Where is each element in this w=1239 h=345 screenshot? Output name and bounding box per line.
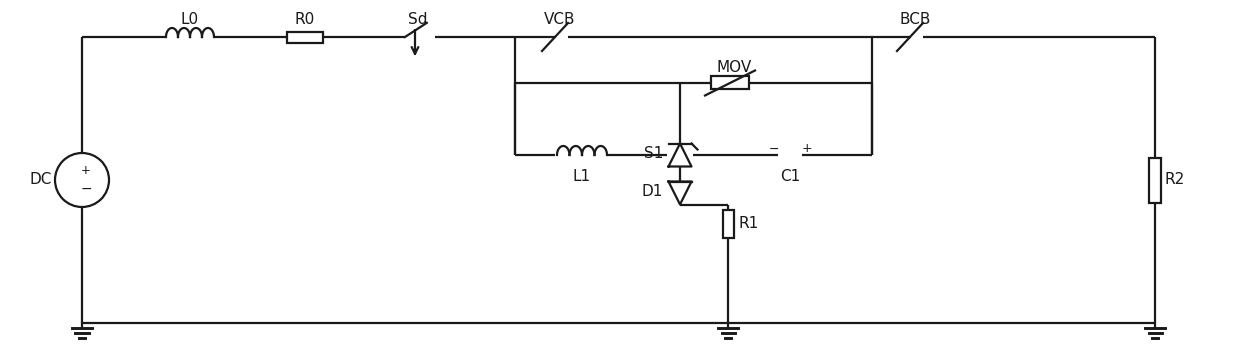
- Text: L1: L1: [572, 169, 591, 184]
- Text: +: +: [81, 165, 90, 177]
- Text: S1: S1: [643, 146, 663, 160]
- Text: +: +: [802, 142, 813, 156]
- Text: −: −: [81, 182, 92, 196]
- Bar: [287, 31, 323, 42]
- Bar: [1149, 158, 1161, 203]
- Text: MOV: MOV: [716, 60, 752, 75]
- Bar: [722, 209, 733, 237]
- Text: R2: R2: [1165, 172, 1186, 187]
- Text: DC: DC: [30, 172, 52, 187]
- Text: −: −: [768, 142, 779, 156]
- Circle shape: [55, 153, 109, 207]
- Text: R1: R1: [738, 216, 758, 231]
- Text: L0: L0: [181, 12, 199, 27]
- Text: R0: R0: [295, 12, 315, 27]
- Text: VCB: VCB: [544, 12, 576, 27]
- Text: D1: D1: [642, 184, 663, 198]
- Text: Sd: Sd: [408, 12, 427, 27]
- Bar: [711, 77, 750, 89]
- Text: BCB: BCB: [900, 12, 930, 27]
- Text: C1: C1: [779, 169, 800, 184]
